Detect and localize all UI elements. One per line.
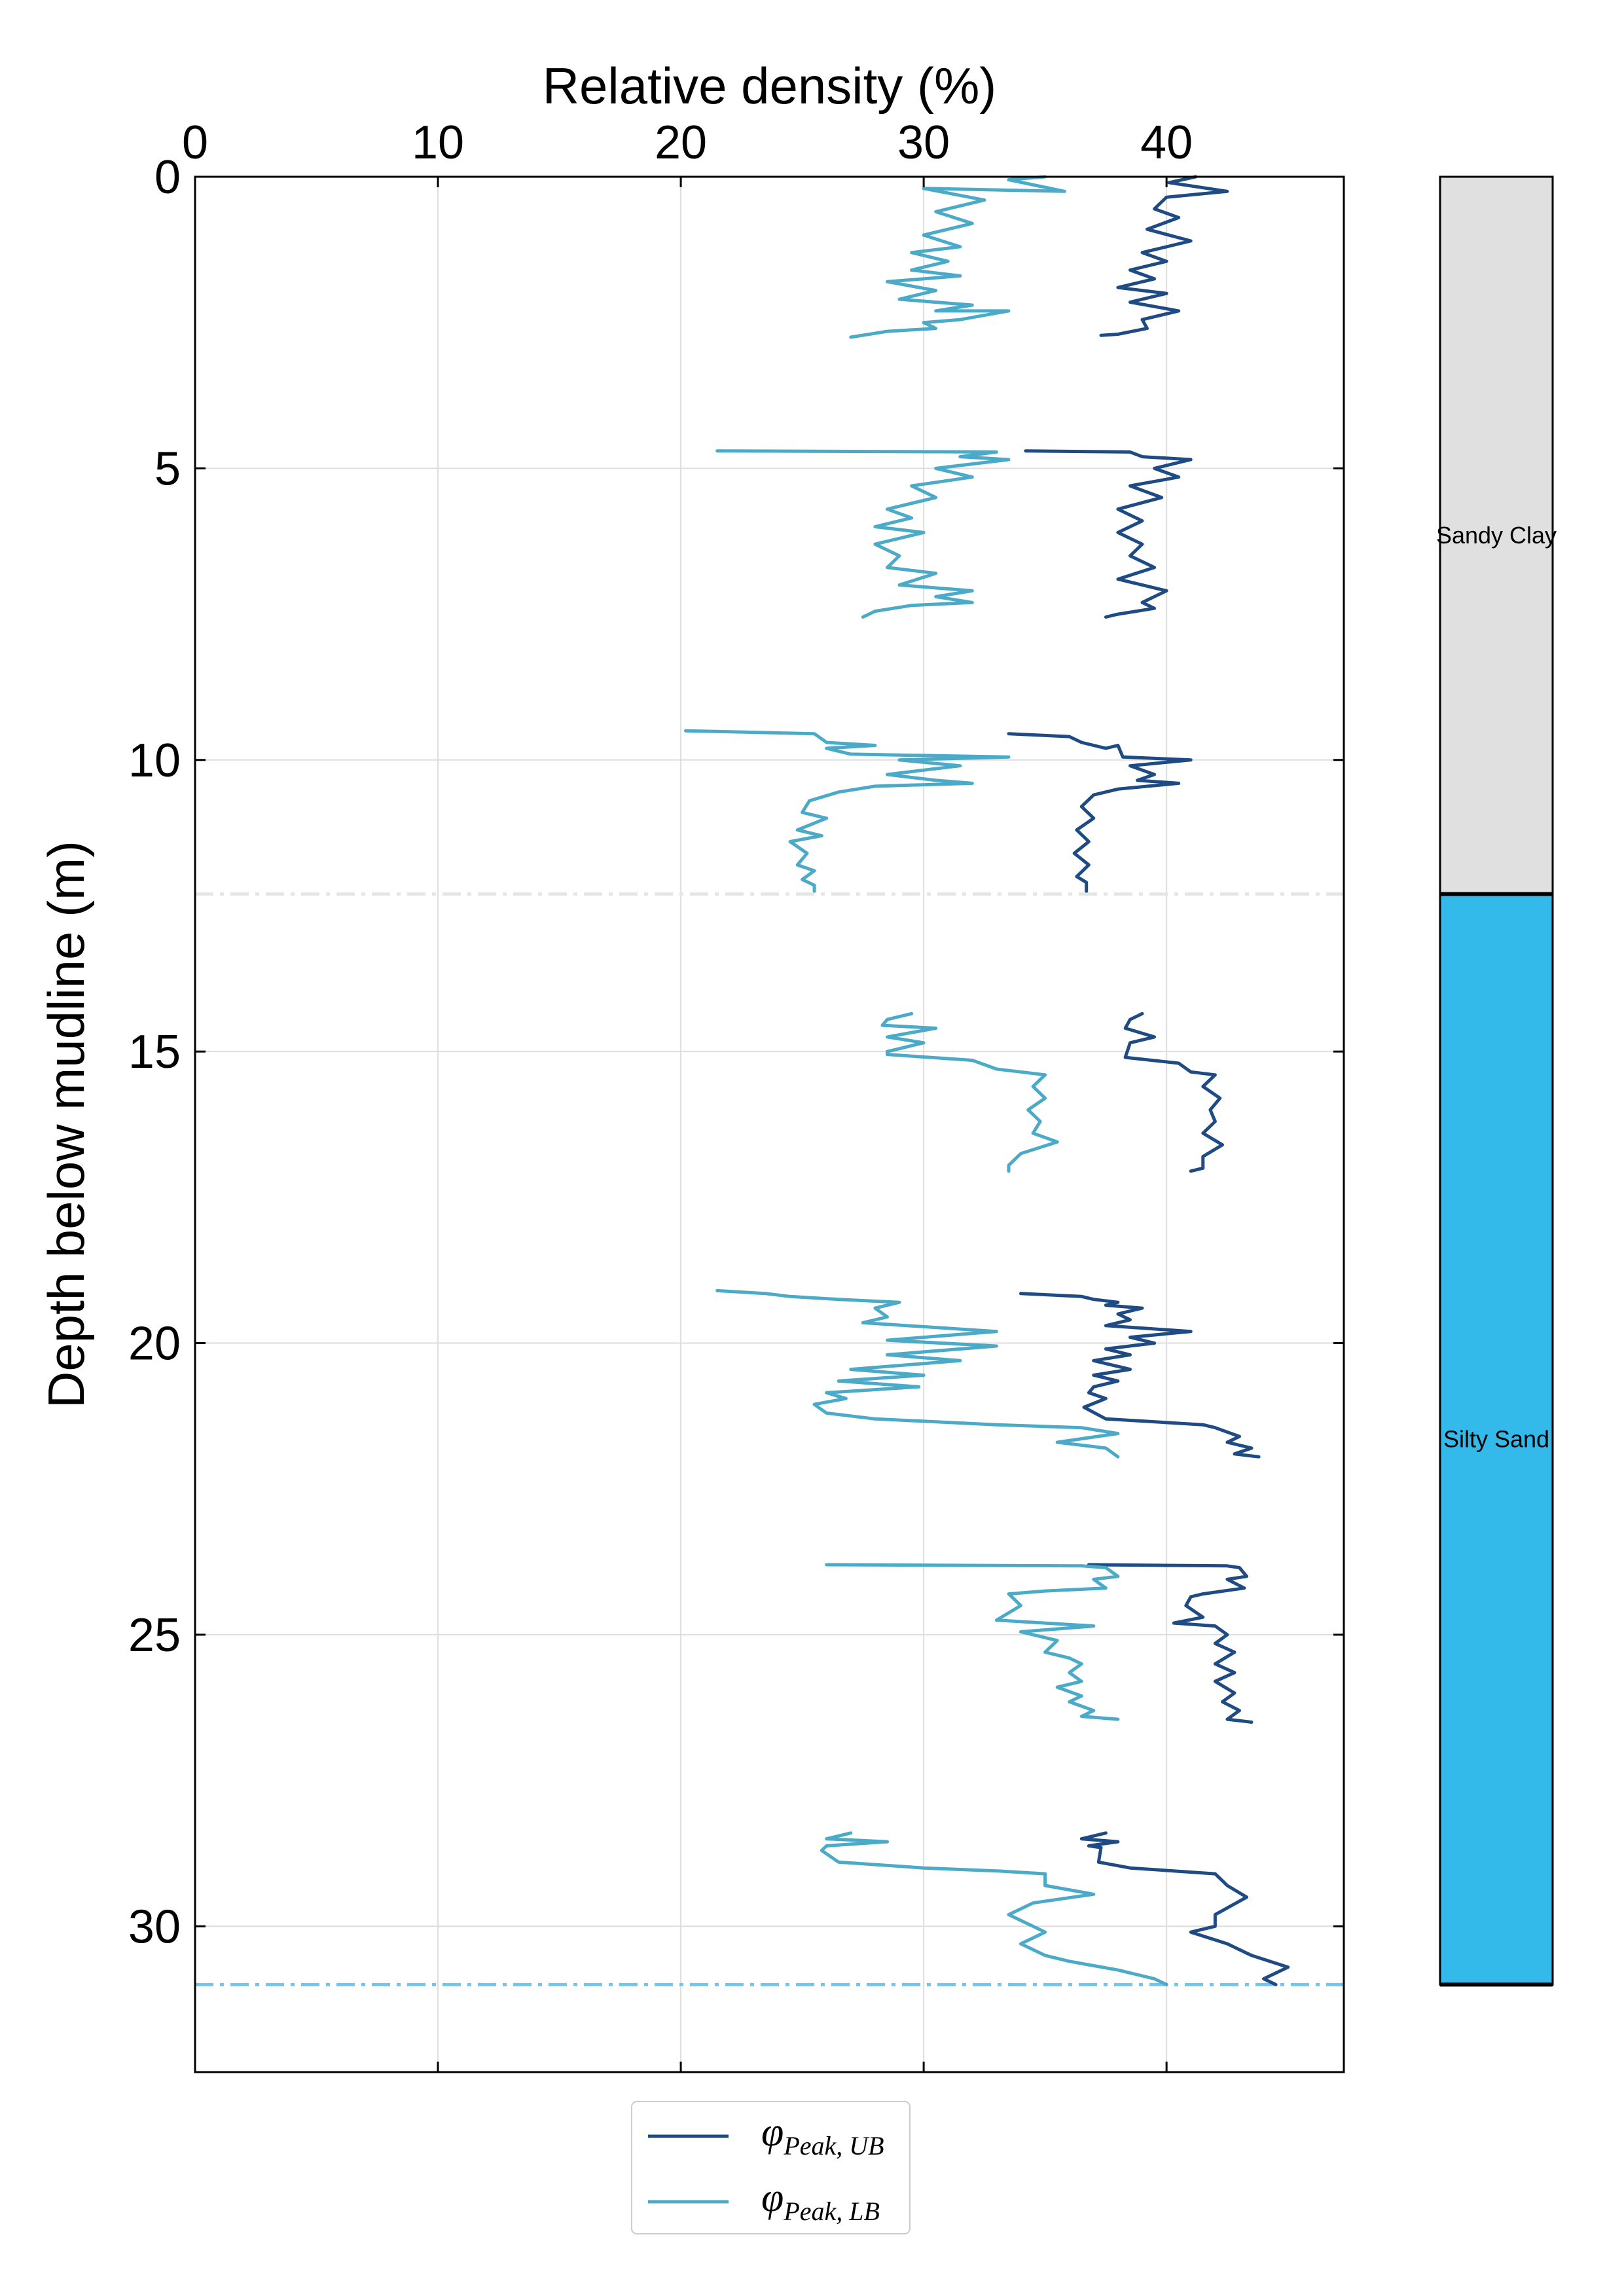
- series-lb-line: [880, 1011, 1059, 1173]
- series-lb-line: [849, 175, 1066, 339]
- y-tick-label: 20: [128, 1318, 181, 1370]
- y-tick-label: 5: [154, 443, 181, 495]
- x-tick-label: 20: [655, 117, 707, 169]
- x-axis-title: Relative density (%): [543, 57, 997, 115]
- soil-layer-label: Sandy Clay: [1436, 522, 1557, 549]
- series-ub-line: [1024, 449, 1193, 619]
- series-layer: [684, 175, 1290, 1986]
- soil-column: Sandy Clay Silty Sand: [1436, 175, 1557, 1987]
- x-tick-label: 10: [412, 117, 464, 169]
- legend-label-lb: φPeak, LB: [761, 2176, 880, 2226]
- series-ub-line: [1007, 732, 1193, 893]
- y-tick-label: 15: [128, 1026, 181, 1078]
- y-tick-label: 25: [128, 1609, 181, 1662]
- y-tick-label: 30: [128, 1901, 181, 1953]
- y-tick-label: 0: [154, 151, 181, 204]
- plot-frame: [194, 175, 1345, 2073]
- series-ub-line: [1019, 1292, 1261, 1459]
- series-lb-line: [684, 729, 1011, 893]
- x-tick-label: 40: [1140, 117, 1193, 169]
- series-lb-line: [820, 1831, 1168, 1986]
- legend-label-ub: φPeak, UB: [761, 2110, 884, 2160]
- x-tick-label: 30: [897, 117, 950, 169]
- legend: φPeak, UB φPeak, LB: [631, 2101, 911, 2234]
- series-ub-line: [1123, 1011, 1224, 1173]
- y-tick-label: 10: [128, 735, 181, 787]
- soil-layer: [1439, 175, 1554, 896]
- series-ub-line: [1087, 1563, 1254, 1724]
- ticks: [194, 175, 1344, 2072]
- series-lb-line: [715, 449, 1011, 619]
- x-tick-label: 0: [182, 117, 208, 169]
- tick-labels: 0 10 20 30 40 0 5 10 15 20 25 30: [128, 117, 1193, 1953]
- series-lb-line: [825, 1563, 1120, 1721]
- series-ub-line: [1099, 175, 1229, 337]
- series-ub-line: [1079, 1831, 1290, 1986]
- y-axis-title: Depth below mudline (m): [37, 841, 95, 1408]
- reference-lines: [195, 892, 1344, 1986]
- series-lb-line: [715, 1288, 1120, 1459]
- soil-layer-label: Silty Sand: [1443, 1426, 1549, 1453]
- soil-layer: [1439, 893, 1554, 1986]
